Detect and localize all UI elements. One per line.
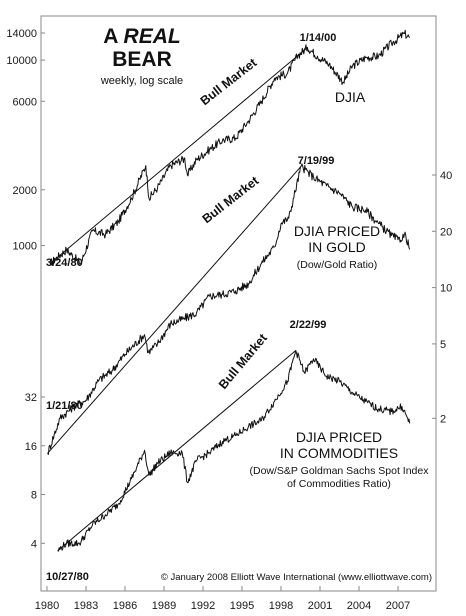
y-tick-label: 16: [25, 441, 37, 453]
chart-subtitle: weekly, log scale: [100, 75, 183, 87]
series-label-gold-line2: IN GOLD: [308, 239, 366, 255]
copyright-notice: © January 2008 Elliott Wave Internationa…: [161, 572, 432, 583]
bull-market-trendlines: [47, 47, 308, 552]
x-tick-label: 1992: [191, 600, 215, 612]
y-tick-label: 4: [31, 538, 37, 550]
y-tick-label: 20: [440, 226, 452, 238]
series-label-gold-line1: DJIA PRICED: [294, 223, 380, 239]
bottom-axis-ticks: 1980 1983 1986 1989 1992 1995 1998 2001 2004 2007: [35, 586, 410, 612]
y-tick-label: 14000: [6, 28, 37, 40]
x-tick-label: 1995: [230, 600, 254, 612]
bull-market-label-djia: Bull Market: [198, 55, 260, 108]
y-tick-label: 40: [440, 170, 452, 182]
y-tick-label: 2000: [13, 185, 37, 197]
series-label-commodities-line2: IN COMMODITIES: [280, 445, 398, 461]
x-tick-label: 1998: [269, 600, 293, 612]
bull-market-label-gold: Bull Market: [200, 173, 262, 226]
series-lines: [47, 29, 411, 552]
y-tick-label: 6000: [13, 96, 37, 108]
series-label-commodities-line1: DJIA PRICED: [296, 429, 382, 445]
y-tick-label: 32: [25, 392, 37, 404]
title-line-1: A REAL: [103, 25, 180, 48]
right-axis-ticks: 2 5 10 20 40: [432, 170, 452, 425]
x-tick-label: 2004: [347, 600, 371, 612]
bull-market-label-commodities: Bull Market: [216, 330, 271, 391]
y-tick-label: 8: [31, 490, 37, 502]
date-annotation-gold-peak: 7/19/99: [298, 155, 335, 167]
x-tick-label: 1989: [152, 600, 176, 612]
chart-title: A REAL BEAR weekly, log scale: [100, 25, 183, 87]
x-tick-label: 1986: [113, 600, 137, 612]
title-line-2: BEAR: [112, 48, 172, 71]
series-note-gold: (Dow/Gold Ratio): [297, 259, 378, 271]
date-annotation-gold-start: 1/21/80: [46, 400, 83, 412]
series-note-commodities-line1: (Dow/S&P Goldman Sachs Spot Index: [250, 465, 430, 477]
series-note-commodities-line2: of Commodities Ratio): [287, 478, 391, 490]
series-label-djia: DJIA: [335, 89, 366, 105]
date-annotation-djia-peak: 1/14/00: [300, 32, 337, 44]
y-tick-label: 10: [440, 283, 452, 295]
x-tick-label: 1980: [35, 600, 59, 612]
trendline-2: [47, 165, 302, 454]
plot-frame: [40, 15, 437, 592]
date-annotation-djia-start: 3/24/80: [46, 257, 83, 269]
left-axis-ticks: 1000 2000 6000 10000 14000 4 8 16 32: [6, 28, 45, 550]
x-tick-label: 1983: [74, 600, 98, 612]
y-tick-label: 5: [440, 339, 446, 351]
y-tick-label: 2: [440, 413, 446, 425]
date-annotation-commodities-peak: 2/22/99: [290, 319, 327, 331]
series-line-2: [47, 163, 411, 455]
y-tick-label: 10000: [6, 55, 37, 67]
x-tick-label: 2001: [308, 600, 332, 612]
trendline-3: [57, 350, 297, 552]
x-tick-label: 2007: [386, 600, 410, 612]
trendline-1: [49, 47, 308, 264]
y-tick-label: 1000: [13, 241, 37, 253]
series-line-3: [57, 350, 411, 552]
series-line-1: [49, 29, 411, 266]
date-annotation-commodities-start: 10/27/80: [46, 571, 89, 583]
